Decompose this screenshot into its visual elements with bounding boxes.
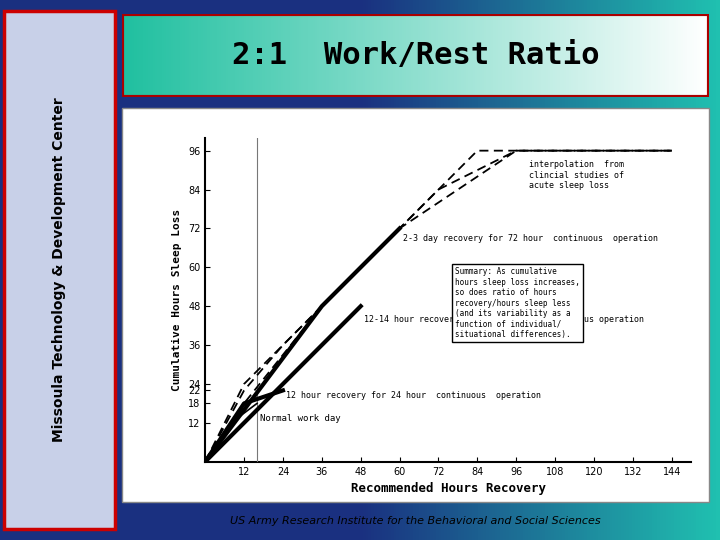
Text: 2:1  Work/Rest Ratio: 2:1 Work/Rest Ratio xyxy=(232,41,600,70)
Text: 12 hour recovery for 24 hour  continuous  operation: 12 hour recovery for 24 hour continuous … xyxy=(287,391,541,400)
Text: Missoula Technology & Development Center: Missoula Technology & Development Center xyxy=(53,98,66,442)
Text: Normal work day: Normal work day xyxy=(261,414,341,423)
Text: interpolation  from
clincial studies of
acute sleep loss: interpolation from clincial studies of a… xyxy=(529,160,624,190)
Text: 12-14 hour recovery for 36-48 hour  continuous operation: 12-14 hour recovery for 36-48 hour conti… xyxy=(364,315,644,323)
Text: US Army Research Institute for the Behavioral and Social Sciences: US Army Research Institute for the Behav… xyxy=(230,516,601,526)
Text: Summary: As cumulative
hours sleep loss increases,
so does ratio of hours
recove: Summary: As cumulative hours sleep loss … xyxy=(455,267,580,339)
Text: 2-3 day recovery for 72 hour  continuous  operation: 2-3 day recovery for 72 hour continuous … xyxy=(403,234,658,242)
X-axis label: Recommended Hours Recovery: Recommended Hours Recovery xyxy=(351,482,546,495)
Y-axis label: Cumulative Hours Sleep Loss: Cumulative Hours Sleep Loss xyxy=(172,208,182,391)
